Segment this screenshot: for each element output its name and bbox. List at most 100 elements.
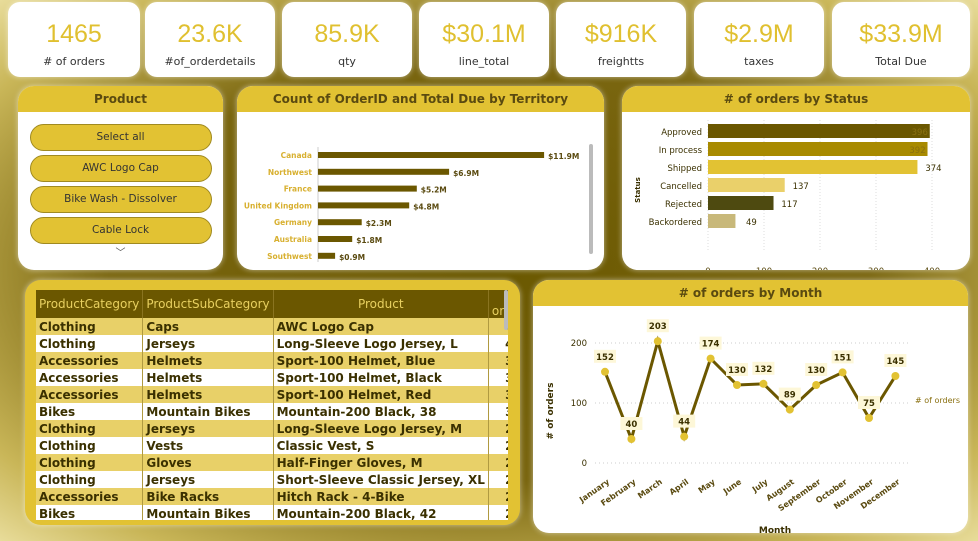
table-cell: 250 (488, 471, 508, 488)
kpi-card: $30.1M line_total (419, 2, 549, 77)
table-cell: Sport-100 Helmet, Blue (273, 352, 489, 369)
category-label: Backordered (649, 218, 702, 228)
data-label: $4.8M (413, 202, 439, 211)
kpi-card: 85.9K qty (282, 2, 412, 77)
chart-title: # of orders by Month (533, 280, 968, 306)
table-cell: 304 (488, 403, 508, 420)
slicer-item[interactable]: Bike Wash - Dissolver (29, 186, 212, 213)
table-cell: Jerseys (142, 471, 274, 488)
table-row[interactable]: Clothing Jerseys Long-Sleeve Logo Jersey, … (36, 420, 508, 437)
table-row[interactable]: Clothing Jerseys Short-Sleeve Classic Jers… (36, 471, 508, 488)
data-label-bg (752, 361, 775, 375)
table-cell: 342 (488, 369, 508, 386)
table-cell: 240 (488, 488, 508, 505)
data-label: 49 (746, 218, 757, 228)
data-label: 137 (793, 182, 809, 192)
bar (708, 178, 785, 192)
category-label: France (284, 185, 312, 194)
kpi-label: line_total (458, 55, 510, 68)
slicer-item[interactable]: AWC Logo Cap (29, 155, 212, 182)
table-row[interactable]: Accessories Helmets Sport-100 Helmet, Blac… (36, 369, 508, 386)
column-header[interactable]: Product (273, 290, 489, 318)
data-point (891, 372, 900, 380)
table-row[interactable]: Bikes Mountain Bikes Mountain-200 Black, 3… (36, 403, 508, 420)
table-cell: Clothing (36, 318, 144, 335)
kpi-value: 23.6K (177, 20, 243, 48)
slicer-item[interactable]: Cable Lock (29, 217, 212, 244)
table-cell: Mountain-200 Black, 38 (273, 403, 489, 420)
data-label-bg (594, 349, 616, 363)
table-cell: 281 (488, 420, 508, 437)
data-label: 132 (755, 365, 773, 375)
kpi-label: taxes (744, 55, 774, 68)
category-label: Shipped (667, 164, 702, 174)
data-label-bg (805, 363, 828, 376)
data-label: $1.8M (356, 236, 382, 245)
kpi-card: $2.9M taxes (694, 2, 824, 77)
table-cell: Helmets (142, 369, 274, 386)
kpi-label: Total Due (875, 55, 927, 68)
bar (708, 124, 930, 138)
table-row[interactable]: Bikes Mountain Bikes Mountain-200 Black, 4… (36, 505, 508, 520)
data-point (812, 381, 821, 389)
column-header[interactable]: ProductSubCategory (142, 290, 274, 318)
data-point (601, 367, 609, 376)
table-cell: Clothing (36, 420, 144, 437)
table-cell: Helmets (142, 386, 274, 403)
category-label: Northwest (268, 168, 313, 177)
table-cell: Sport-100 Helmet, Black (273, 369, 489, 386)
kpi-value: 1465 (46, 20, 102, 48)
kpi-value: 85.9K (314, 20, 380, 48)
data-point (627, 435, 636, 443)
table-cell: 254 (488, 437, 508, 454)
table-row[interactable]: Accessories Helmets Sport-100 Helmet, Blue… (36, 352, 508, 369)
table-cell: Jerseys (142, 420, 274, 437)
table-cell: 349 (488, 352, 508, 369)
slicer-title: Product (18, 86, 223, 112)
legend-label: # of orders (915, 396, 960, 405)
data-label-bg (778, 387, 801, 401)
table-cell: Helmets (142, 352, 274, 369)
table-cell: Clothing (36, 335, 144, 352)
category-label: Germany (274, 218, 312, 227)
table-cell: Accessories (36, 352, 144, 369)
data-point (759, 379, 768, 388)
table-cell: Accessories (36, 488, 144, 505)
tick-label: 0 (582, 459, 587, 469)
bar (318, 168, 450, 175)
scrollbar[interactable] (589, 144, 593, 254)
table-cell: Gloves (142, 454, 274, 471)
chevron-down-icon[interactable]: ﹀ (115, 248, 126, 259)
data-label: 374 (925, 164, 941, 174)
bar (708, 142, 928, 156)
category-label: In process (659, 146, 703, 156)
table-row[interactable]: Accessories Bike Racks Hitch Rack - 4-Bike… (36, 488, 508, 505)
data-label-bg (646, 319, 669, 333)
data-label: 152 (596, 353, 614, 363)
table-cell: Caps (142, 318, 274, 335)
category-label: United Kingdom (244, 201, 312, 210)
data-label-bg (858, 396, 880, 409)
table-cell: Mountain Bikes (142, 505, 274, 520)
data-point (838, 368, 847, 377)
data-label: 117 (781, 200, 797, 210)
table-row[interactable]: Clothing Jerseys Long-Sleeve Logo Jersey, … (36, 335, 508, 352)
slicer-item[interactable]: Select all (29, 124, 212, 151)
kpi-label: qty (338, 55, 356, 68)
bar (708, 214, 736, 228)
bar (318, 236, 353, 242)
table-cell: Accessories (36, 386, 144, 403)
data-point (865, 414, 873, 422)
data-point (706, 354, 715, 363)
column-header[interactable]: ProductCategory (36, 290, 144, 318)
scrollbar[interactable] (504, 290, 508, 330)
tick-label: 300 (868, 267, 884, 270)
table-cell: 428 (488, 318, 508, 335)
table-cell: Jerseys (142, 335, 274, 352)
table-cell: 315 (488, 386, 508, 403)
table-cell: Hitch Rack - 4-Bike (273, 488, 489, 505)
